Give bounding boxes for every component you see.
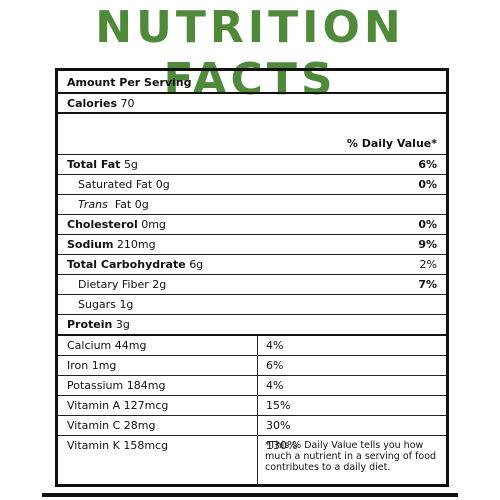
bottom-rule (42, 493, 458, 497)
nutrient-amount: 0g (155, 178, 170, 191)
mineral-dv: 6% (266, 359, 284, 372)
mineral-label: Vitamin A 127mcg (67, 399, 169, 412)
calories-label: Calories (67, 97, 118, 110)
calories-value: 70 (120, 97, 135, 110)
nutrient-amount: 6g (189, 258, 204, 271)
mineral-row-calcium: Calcium 44mg 4% (58, 336, 446, 356)
nutrient-dv: 0% (418, 178, 437, 191)
mineral-row-vitamin-a: Vitamin A 127mcg 15% (58, 396, 446, 416)
nutrient-label: Total Carbohydrate (67, 258, 186, 271)
nutrient-row-cholesterol: Cholesterol 0mg 0% (58, 215, 446, 235)
nutrient-label: Total Fat (67, 158, 121, 171)
nutrient-row-total-carbohydrate: Total Carbohydrate 6g 2% (58, 255, 446, 275)
mineral-dv: 4% (266, 339, 284, 352)
mineral-row-vitamin-c: Vitamin C 28mg 30% (58, 416, 446, 436)
nutrient-dv: 7% (418, 278, 437, 291)
nutrient-row-trans-fat: Trans Fat 0g (58, 195, 446, 215)
calories-row: Calories 70 (58, 94, 446, 114)
mineral-dv: 15% (266, 399, 291, 412)
nutrient-dv: 9% (418, 238, 437, 251)
nutrient-row-sodium: Sodium 210mg 9% (58, 235, 446, 255)
mineral-label: Calcium 44mg (67, 339, 147, 352)
nutrient-amount: 0mg (141, 218, 166, 231)
nutrient-label: Sodium (67, 238, 114, 251)
nutrient-label: Trans (78, 198, 108, 211)
mineral-label: Iron 1mg (67, 359, 117, 372)
mineral-row-vitamin-k: Vitamin K 158mcg 130% (58, 436, 446, 452)
mineral-dv: 130% (266, 439, 298, 452)
amount-per-serving-label: Amount Per Serving (67, 76, 192, 89)
mineral-label: Vitamin K 158mcg (67, 439, 169, 452)
nutrient-row-total-fat: Total Fat 5g 6% (58, 155, 446, 175)
nutrient-dv: 6% (418, 158, 437, 171)
mineral-dv: 30% (266, 419, 291, 432)
nutrient-amount: Fat 0g (114, 198, 149, 211)
mineral-row-iron: Iron 1mg 6% (58, 356, 446, 376)
nutrient-amount: 210mg (116, 238, 156, 251)
nutrition-panel: Amount Per Serving Calories 70 % Daily V… (55, 68, 449, 487)
column-divider (257, 336, 258, 485)
nutrient-dv: 2% (419, 258, 437, 271)
daily-value-footnote: *This % Daily Value tells you how much a… (265, 440, 437, 473)
nutrient-dv: 0% (418, 218, 437, 231)
nutrient-label: Sugars (78, 298, 116, 311)
nutrient-row-protein: Protein 3g (58, 315, 446, 336)
mineral-label: Vitamin C 28mg (67, 419, 156, 432)
page-title: NUTRITION FACTS (95, 2, 405, 105)
nutrient-row-sugars: Sugars 1g (58, 295, 446, 315)
daily-value-header-row: % Daily Value* (58, 114, 446, 155)
nutrient-amount: 2g (152, 278, 167, 291)
nutrient-label: Cholesterol (67, 218, 138, 231)
nutrient-amount: 5g (123, 158, 138, 171)
nutrient-label: Saturated Fat (78, 178, 153, 191)
nutrient-amount: 1g (119, 298, 134, 311)
mineral-dv: 4% (266, 379, 284, 392)
amount-per-serving-row: Amount Per Serving (58, 73, 446, 94)
nutrient-amount: 3g (115, 318, 130, 331)
nutrient-row-saturated-fat: Saturated Fat 0g 0% (58, 175, 446, 195)
nutrient-label: Dietary Fiber (78, 278, 149, 291)
daily-value-label: % Daily Value* (346, 137, 437, 150)
nutrient-label: Protein (67, 318, 113, 331)
mineral-label: Potassium 184mg (67, 379, 166, 392)
mineral-row-potassium: Potassium 184mg 4% (58, 376, 446, 396)
nutrient-row-dietary-fiber: Dietary Fiber 2g 7% (58, 275, 446, 295)
